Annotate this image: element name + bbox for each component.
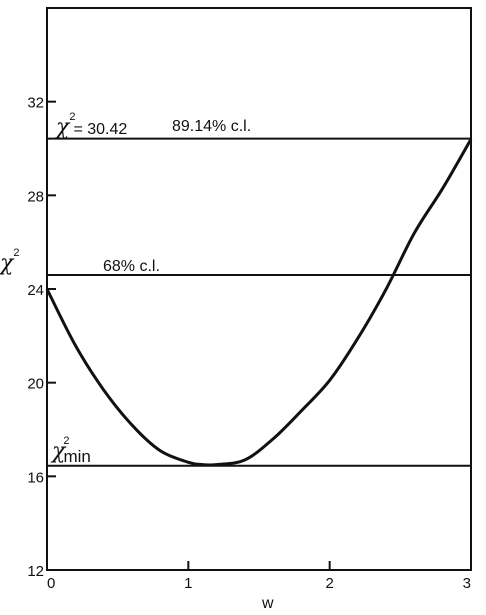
x-tick-label-0: 0 [47, 575, 55, 592]
y-tick-label-28: 28 [27, 188, 44, 205]
chi2-ref-annotation: χ2 = 30.42 [54, 111, 127, 140]
y-tick-label-32: 32 [27, 95, 44, 112]
chi-square-curve [45, 138, 473, 467]
plot-frame [46, 7, 472, 571]
y-axis-label: χ2 [0, 247, 19, 276]
chi2-ref-cl-label: 89.14% c.l. [172, 118, 251, 135]
chi2-ref-value: = 30.42 [73, 121, 127, 138]
y-tick-label-12: 12 [27, 563, 44, 580]
x-tick-label-2: 2 [325, 575, 333, 592]
x-tick-label-1: 1 [184, 575, 192, 592]
y-tick-label-16: 16 [27, 469, 44, 486]
x-axis-label: w [261, 595, 274, 612]
reference-lines [47, 137, 471, 467]
y-tick-label-20: 20 [27, 376, 44, 393]
68cl-label: 68% c.l. [103, 258, 160, 275]
y-tick-label-24: 24 [27, 282, 44, 299]
x-tick-label-3: 3 [463, 575, 471, 592]
chi2-min-annotation: χ2 min [50, 435, 91, 466]
